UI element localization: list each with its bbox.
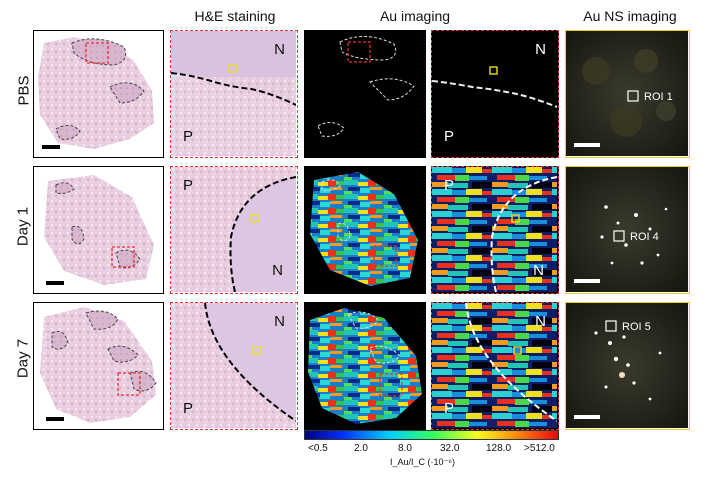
he-zoom-day1: P N [170, 166, 298, 294]
au-ns-day7: ROI 5 [565, 302, 690, 430]
region-label-parenchyma: P [183, 400, 194, 417]
au-overview-day7 [304, 302, 426, 430]
region-label-necrotic: N [272, 262, 283, 279]
header-au-ns-imaging: Au NS imaging [583, 8, 677, 24]
au-zoom-day1: P N [431, 166, 559, 294]
roi-label: ROI 1 [644, 91, 673, 103]
header-au-imaging: Au imaging [379, 8, 451, 24]
region-label-necrotic: N [535, 41, 546, 58]
colorbar-tick: 8.0 [398, 443, 412, 454]
region-label-parenchyma: P [444, 128, 455, 145]
au-ns-day1: ROI 4 [565, 166, 690, 294]
row-label-day7: Day 7 [14, 338, 32, 379]
row-label-pbs: PBS [15, 75, 33, 106]
colorbar-tick: <0.5 [308, 443, 328, 454]
he-zoom-day7: N P [170, 302, 298, 430]
colorbar-label: I_Au/I_C (·10⁻⁶) [390, 457, 455, 467]
au-overview-pbs [304, 30, 426, 158]
colorbar-tick: 2.0 [354, 443, 368, 454]
region-label-parenchyma: P [444, 177, 455, 194]
au-zoom-day7: N P [431, 302, 559, 430]
he-overview-pbs [33, 30, 164, 158]
he-zoom-pbs: N P [170, 30, 298, 158]
region-label-parenchyma: P [444, 400, 455, 417]
he-overview-day1 [33, 166, 164, 294]
region-label-necrotic: N [533, 262, 544, 279]
au-ns-pbs: ROI 1 [565, 30, 690, 158]
colorbar [304, 430, 559, 440]
he-overview-day7 [33, 302, 164, 430]
au-zoom-pbs: N P [431, 30, 559, 158]
region-label-parenchyma: P [183, 177, 194, 194]
colorbar-tick: >512.0 [524, 443, 555, 454]
roi-label: ROI 5 [622, 321, 651, 333]
row-label-day1: Day 1 [14, 206, 32, 247]
region-label-necrotic: N [274, 313, 285, 330]
au-overview-day1 [304, 166, 426, 294]
roi-label: ROI 4 [630, 231, 659, 243]
region-label-parenchyma: P [183, 128, 194, 145]
region-label-necrotic: N [274, 41, 285, 58]
colorbar-tick: 128.0 [486, 443, 512, 454]
header-he-staining: H&E staining [194, 8, 276, 24]
colorbar-tick: 32.0 [440, 443, 460, 454]
region-label-necrotic: N [535, 313, 546, 330]
